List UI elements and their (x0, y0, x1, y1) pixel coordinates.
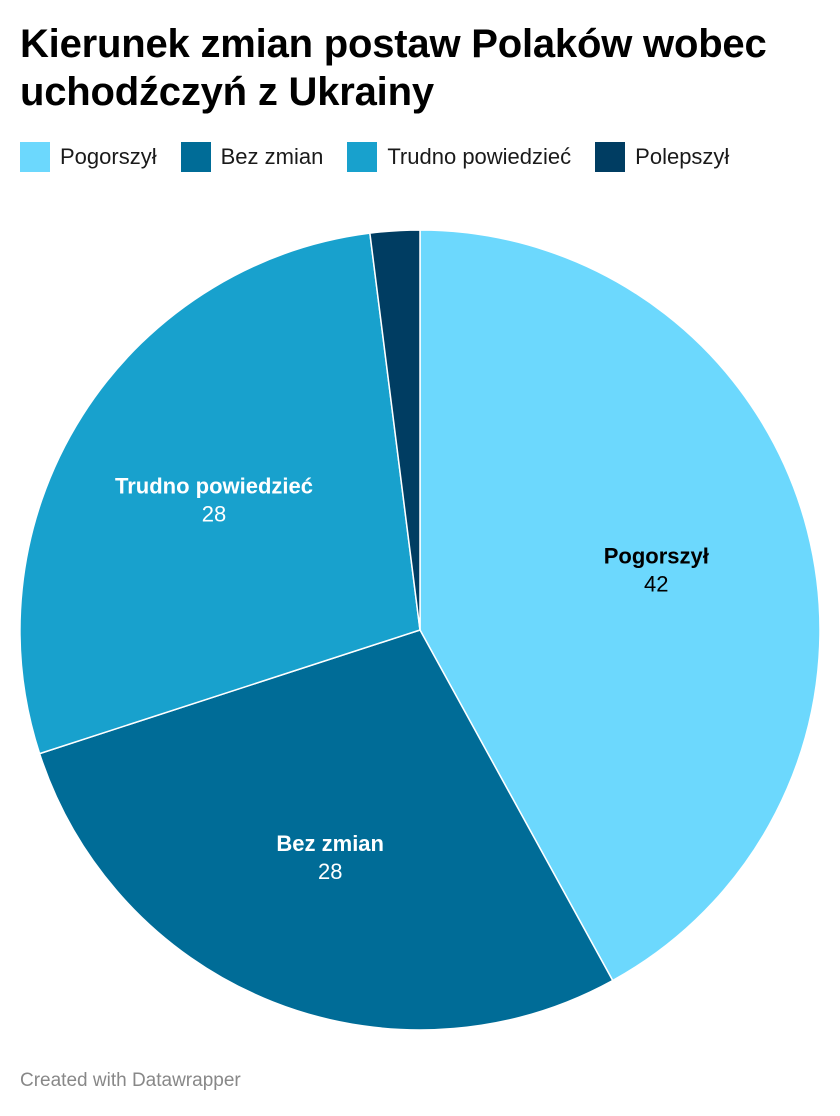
legend-label: Pogorszył (60, 144, 157, 169)
chart-title: Kierunek zmian postaw Polaków wobec ucho… (20, 22, 767, 114)
slice-label-name: Bez zmian (276, 831, 384, 856)
slice-label-value: 42 (644, 571, 668, 596)
slice-label-value: 28 (318, 859, 342, 884)
pie-slice-4 (369, 229, 421, 631)
legend-label: Polepszył (635, 144, 730, 169)
legend-item: Pogorszył (20, 142, 157, 172)
pie-labels: Pogorszył 42 Bez zmian 28 Trudno powiedzieć 2… (115, 473, 709, 884)
legend-swatch (347, 142, 378, 172)
pie-slices (19, 229, 821, 1031)
legend-swatch (595, 142, 626, 172)
chart-legend: Pogorszył Bez zmian Trudno powiedzieć Polep… (20, 142, 753, 172)
legend-label: Bez zmian (220, 144, 324, 169)
legend-item: Polepszył (595, 142, 729, 172)
legend-item: Trudno powiedzieć (347, 142, 571, 172)
pie-slice-3 (19, 232, 421, 755)
slice-label-name: Trudno powiedzieć (115, 473, 313, 498)
legend-label: Trudno powiedzieć (387, 144, 572, 169)
pie-slice-2 (38, 629, 614, 1031)
attribution-footer: Created with Datawrapper (20, 1070, 241, 1091)
pie-slice-1 (419, 229, 821, 982)
legend-swatch (180, 142, 211, 172)
slice-label-value: 28 (202, 501, 226, 526)
legend-item: Bez zmian (180, 142, 324, 172)
slice-label-name: Pogorszył (604, 543, 709, 568)
legend-swatch (20, 142, 50, 172)
